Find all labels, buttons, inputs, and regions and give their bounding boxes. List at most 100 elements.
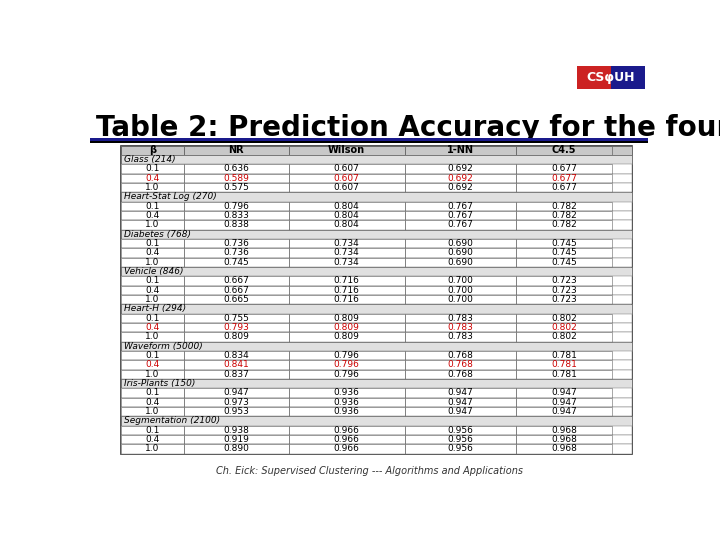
Bar	[289, 183, 405, 192]
Bar	[516, 164, 612, 174]
Text: 0.837: 0.837	[223, 370, 249, 379]
Text: 0.802: 0.802	[552, 333, 577, 341]
Text: 0.966: 0.966	[334, 435, 360, 444]
Bar	[121, 155, 631, 164]
Text: 0.968: 0.968	[551, 426, 577, 435]
Bar	[121, 332, 631, 342]
Bar	[516, 388, 612, 397]
Bar	[121, 370, 184, 379]
Text: 0.767: 0.767	[448, 202, 474, 211]
Bar	[289, 323, 405, 332]
Bar	[516, 146, 612, 155]
Bar	[121, 146, 184, 155]
Bar	[289, 174, 405, 183]
Bar	[184, 220, 289, 230]
Bar	[121, 286, 631, 295]
Text: 0.796: 0.796	[334, 361, 360, 369]
Text: 0.768: 0.768	[448, 370, 474, 379]
Bar	[289, 426, 405, 435]
Bar	[516, 426, 612, 435]
Text: 0.809: 0.809	[334, 314, 360, 323]
Bar	[405, 174, 516, 183]
Bar	[405, 314, 516, 323]
Bar	[405, 220, 516, 230]
Bar	[121, 267, 631, 276]
Text: 0.936: 0.936	[334, 398, 360, 407]
Bar	[405, 239, 516, 248]
Text: 1.0: 1.0	[145, 258, 160, 267]
Text: 0.809: 0.809	[334, 333, 360, 341]
Bar	[405, 201, 516, 211]
Text: 0.636: 0.636	[223, 165, 249, 173]
Text: 0.700: 0.700	[448, 295, 474, 304]
Text: 0.767: 0.767	[448, 220, 474, 230]
Text: 0.968: 0.968	[551, 444, 577, 454]
Bar	[289, 239, 405, 248]
Bar	[121, 201, 184, 211]
Text: Wilson: Wilson	[328, 145, 365, 156]
Bar	[121, 146, 631, 155]
Bar	[121, 276, 184, 286]
Text: 0.734: 0.734	[334, 258, 359, 267]
Text: 0.809: 0.809	[223, 333, 249, 341]
Text: 0.734: 0.734	[334, 248, 359, 258]
Bar	[121, 201, 631, 211]
Text: 0.690: 0.690	[448, 258, 474, 267]
Text: 0.723: 0.723	[552, 295, 577, 304]
Text: 0.4: 0.4	[145, 174, 160, 183]
Bar	[184, 183, 289, 192]
Text: 0.4: 0.4	[145, 435, 160, 444]
Bar	[516, 201, 612, 211]
Text: Table 2: Prediction Accuracy for the four classifiers.: Table 2: Prediction Accuracy for the fou…	[96, 114, 720, 142]
Bar	[289, 388, 405, 397]
Text: 0.716: 0.716	[334, 286, 360, 295]
Text: 0.793: 0.793	[223, 323, 249, 332]
Text: 0.677: 0.677	[551, 174, 577, 183]
Text: Waveform (5000): Waveform (5000)	[124, 342, 203, 351]
Bar	[516, 239, 612, 248]
Bar	[289, 201, 405, 211]
Bar	[405, 183, 516, 192]
Bar	[516, 248, 612, 258]
Text: 0.723: 0.723	[552, 286, 577, 295]
Bar	[121, 360, 184, 370]
Bar	[405, 388, 516, 397]
Bar	[516, 211, 612, 220]
Text: 0.947: 0.947	[448, 398, 474, 407]
Text: 0.802: 0.802	[552, 314, 577, 323]
Bar	[289, 444, 405, 454]
Text: 0.938: 0.938	[223, 426, 249, 435]
Bar	[184, 388, 289, 397]
Text: 0.745: 0.745	[223, 258, 249, 267]
Text: Vehicle (846): Vehicle (846)	[124, 267, 184, 276]
Bar	[121, 183, 631, 192]
Text: 0.4: 0.4	[145, 398, 160, 407]
Bar	[611, 66, 645, 90]
Bar	[405, 295, 516, 305]
Bar	[405, 407, 516, 416]
Text: 0.781: 0.781	[551, 361, 577, 369]
Bar	[405, 211, 516, 220]
Text: 0.667: 0.667	[223, 286, 249, 295]
Bar	[121, 360, 631, 370]
Text: 0.1: 0.1	[145, 239, 160, 248]
Bar	[405, 360, 516, 370]
Bar	[90, 138, 648, 141]
Bar	[405, 351, 516, 360]
Text: 0.768: 0.768	[448, 351, 474, 360]
Bar	[289, 370, 405, 379]
Text: C4.5: C4.5	[552, 145, 576, 156]
Text: Heart-H (294): Heart-H (294)	[124, 305, 186, 314]
Bar	[289, 164, 405, 174]
Text: 0.692: 0.692	[448, 165, 474, 173]
Text: Glass (214): Glass (214)	[124, 155, 176, 164]
Text: 0.607: 0.607	[334, 174, 360, 183]
Text: 0.783: 0.783	[448, 323, 474, 332]
Bar	[405, 248, 516, 258]
Text: Heart-Stat Log (270): Heart-Stat Log (270)	[124, 192, 217, 201]
Bar	[289, 211, 405, 220]
Text: 0.804: 0.804	[334, 211, 359, 220]
Text: 0.723: 0.723	[552, 276, 577, 286]
Bar	[121, 370, 631, 379]
Bar	[516, 397, 612, 407]
